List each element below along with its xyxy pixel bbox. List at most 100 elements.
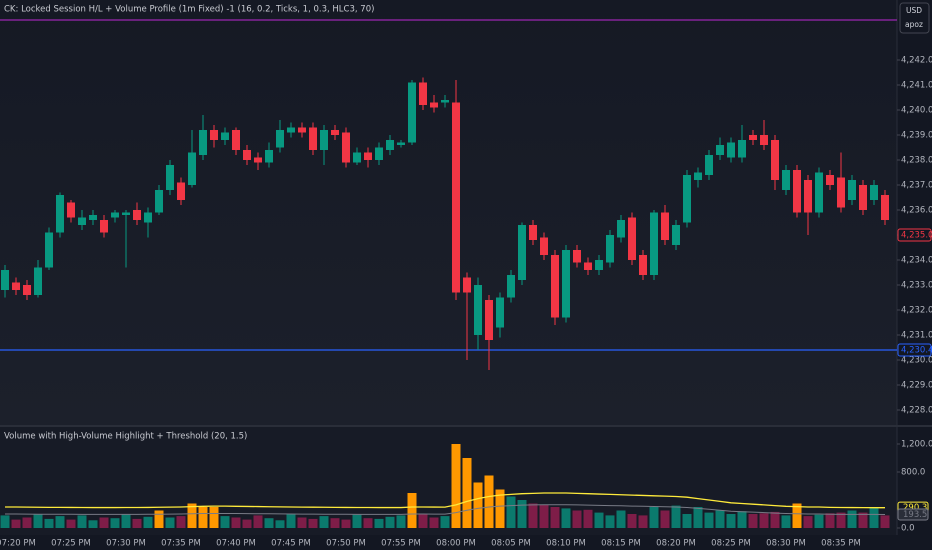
line-value-label: 193.5	[903, 510, 927, 520]
x-tick-label: 08:35 PM	[821, 539, 861, 549]
volume-bar	[198, 507, 208, 528]
candle-body	[45, 232, 53, 268]
candle-body	[111, 212, 119, 218]
last-price-tag	[897, 228, 932, 242]
candle-body	[760, 135, 768, 145]
candle-body	[177, 182, 185, 200]
candle-body	[661, 212, 669, 240]
candle-body	[408, 82, 416, 143]
currency-box[interactable]	[899, 2, 930, 34]
y-tick-label: 4,240.0	[901, 106, 932, 116]
candle-body	[287, 127, 295, 133]
y-tick-label: 1,200.0	[901, 440, 932, 450]
y-tick-label: 4,230.0	[901, 356, 932, 366]
volume-bar	[132, 518, 142, 528]
volume-bar	[836, 512, 846, 528]
volume-bar	[33, 514, 43, 528]
volume-bar	[308, 518, 318, 528]
volume-bar	[495, 489, 505, 528]
candle-body	[23, 285, 31, 295]
candle-body	[573, 250, 581, 263]
volume-bar	[319, 516, 329, 528]
y-tick-label: 4,232.0	[901, 306, 932, 316]
y-tick-label: 4,242.0	[901, 56, 932, 66]
volume-bar	[44, 518, 54, 528]
candle-body	[859, 185, 867, 210]
candle-body	[870, 185, 878, 200]
volume-bar	[220, 516, 230, 528]
candle-body	[78, 217, 86, 225]
candle-body	[815, 172, 823, 213]
x-tick-label: 08:25 PM	[711, 539, 751, 549]
level-tag	[897, 343, 932, 357]
volume-bar	[110, 518, 120, 528]
volume-bar	[847, 510, 857, 528]
x-tick-label: 07:50 PM	[326, 539, 366, 549]
volume-bar	[561, 508, 571, 528]
volume-bar	[231, 517, 241, 528]
volume-bar	[484, 475, 494, 528]
volume-bar	[825, 513, 835, 528]
volume-bar	[682, 514, 692, 528]
x-tick-label: 08:30 PM	[766, 539, 806, 549]
volume-bar	[726, 514, 736, 528]
threshold-line	[5, 504, 886, 515]
candle-body	[397, 142, 405, 145]
candle-body	[309, 127, 317, 150]
volume-bar	[55, 516, 65, 528]
candle-body	[155, 190, 163, 213]
candle-body	[122, 212, 130, 215]
x-tick-label: 08:15 PM	[601, 539, 641, 549]
volume-bar	[528, 503, 538, 528]
candle-body	[617, 220, 625, 238]
candle-body	[210, 130, 218, 140]
candle-body	[199, 130, 207, 155]
candle-body	[188, 152, 196, 185]
volume-bar	[517, 500, 527, 528]
x-tick-label: 08:10 PM	[546, 539, 586, 549]
candle-body	[232, 130, 240, 150]
y-tick-label: 4,228.0	[901, 406, 932, 416]
x-tick-label: 07:25 PM	[51, 539, 91, 549]
y-tick-label: 4,237.0	[901, 181, 932, 191]
candle-body	[34, 267, 42, 295]
candle-body	[430, 102, 438, 108]
candle-body	[837, 177, 845, 208]
candle-body	[804, 180, 812, 213]
volume-bar	[660, 510, 670, 528]
time-axis	[0, 535, 932, 550]
indicator-legend[interactable]: CK: Locked Session H/L + Volume Profile …	[4, 5, 374, 15]
candle-body	[595, 260, 603, 270]
volume-bar	[143, 516, 153, 528]
candle-body	[540, 237, 548, 255]
candle-body	[584, 262, 592, 270]
candle-body	[694, 172, 702, 180]
volume-bar	[242, 519, 252, 528]
volume-bar	[814, 514, 824, 528]
volume-legend[interactable]: Volume with High-Volume Highlight + Thre…	[4, 432, 247, 442]
candle-body	[782, 170, 790, 190]
price-axis	[897, 0, 932, 550]
currency: USD	[906, 6, 922, 15]
candle-body	[166, 165, 174, 190]
candle-body	[716, 145, 724, 155]
volume-bar	[704, 512, 714, 528]
candle-body	[342, 132, 350, 163]
volume-bar	[594, 512, 604, 528]
volume-bar	[649, 507, 659, 528]
volume-bar	[693, 507, 703, 528]
candle-body	[848, 180, 856, 200]
volume-bar	[176, 516, 186, 528]
threshold-line	[5, 492, 886, 509]
x-tick-label: 07:30 PM	[106, 539, 146, 549]
volume-bar	[539, 504, 549, 528]
candle-body	[551, 255, 559, 318]
candle-body	[463, 277, 471, 293]
volume-bar	[407, 493, 417, 528]
volume-bar	[22, 517, 32, 528]
candle-body	[441, 100, 449, 103]
candle-body	[452, 102, 460, 293]
x-tick-label: 07:35 PM	[161, 539, 201, 549]
account: apoz	[905, 20, 923, 29]
candle-body	[133, 210, 141, 220]
